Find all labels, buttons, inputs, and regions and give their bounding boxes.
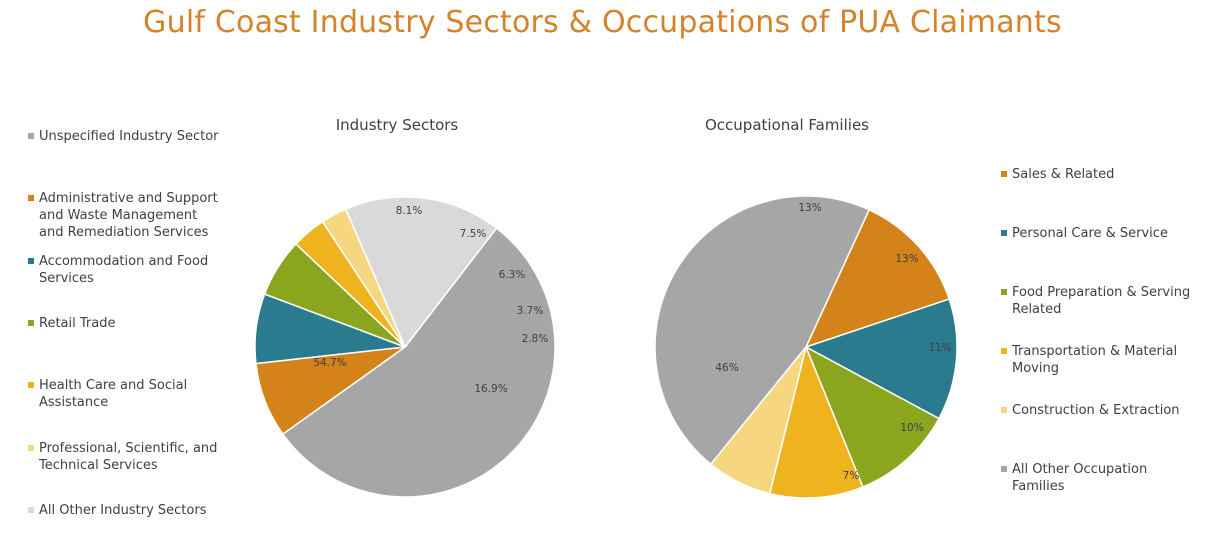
legend-item-retail: Retail Trade: [28, 315, 224, 332]
slice-data-label: 7.5%: [460, 228, 487, 240]
legend-item-professional: Professional, Scientific, and Technical …: [28, 440, 224, 474]
pie-slice: [804, 298, 958, 420]
slice-data-label: 8.1%: [396, 205, 423, 217]
legend-label: Personal Care & Service: [1012, 226, 1168, 241]
legend-swatch: [28, 507, 34, 513]
legend-label: Construction & Extraction: [1012, 403, 1180, 418]
legend-item-accommodation: Accommodation and Food Services: [28, 253, 224, 287]
legend-swatch: [28, 133, 34, 139]
legend-swatch: [28, 445, 34, 451]
legend-label: Transportation & Material Moving: [1012, 344, 1178, 376]
legend-item-construction: Construction & Extraction: [1001, 402, 1197, 419]
slice-data-label: 2.8%: [522, 333, 549, 345]
slice-data-label: 3.7%: [517, 305, 544, 317]
legend-swatch: [1001, 407, 1007, 413]
legend-swatch: [28, 258, 34, 264]
slice-data-label: 11%: [928, 342, 951, 354]
legend-label: Unspecified Industry Sector: [39, 129, 219, 144]
legend-item-all-other-occupations: All Other Occupation Families: [1001, 461, 1197, 495]
legend-swatch: [28, 195, 34, 201]
pie-slice: [804, 345, 940, 488]
legend-label: Professional, Scientific, and Technical …: [39, 441, 218, 473]
pie-slice: [768, 344, 864, 499]
legend-item-health-care: Health Care and Social Assistance: [28, 377, 224, 411]
legend-label: Sales & Related: [1012, 167, 1115, 182]
legend-swatch: [1001, 289, 1007, 295]
legend-swatch: [1001, 171, 1007, 177]
legend-label: Accommodation and Food Services: [39, 254, 209, 286]
legend-swatch: [28, 320, 34, 326]
legend-swatch: [1001, 230, 1007, 236]
legend-item-sales: Sales & Related: [1001, 166, 1197, 183]
legend-item-administrative: Administrative and Support and Waste Man…: [28, 190, 224, 241]
legend-label: All Other Industry Sectors: [39, 503, 207, 518]
legend-item-unspecified: Unspecified Industry Sector: [28, 128, 224, 145]
legend-swatch: [1001, 348, 1007, 354]
slice-data-label: 13%: [798, 202, 821, 214]
slice-data-label: 54.7%: [313, 357, 346, 369]
pie-slice: [344, 196, 498, 349]
industry-sectors-pie: 54.7% 8.1% 7.5% 6.3% 3.7% 2.8% 16.9%: [254, 196, 556, 498]
pie-slice: [281, 227, 556, 498]
legend-item-all-other: All Other Industry Sectors: [28, 502, 224, 519]
pie-slice: [804, 208, 951, 349]
legend-item-personal-care: Personal Care & Service: [1001, 225, 1197, 242]
legend-item-food-prep: Food Preparation & Serving Related: [1001, 284, 1197, 318]
legend-label: Retail Trade: [39, 316, 116, 331]
legend-item-transportation: Transportation & Material Moving: [1001, 343, 1197, 377]
pie-slice: [654, 195, 871, 466]
slice-data-label: 46%: [715, 362, 738, 374]
slice-data-label: 6.3%: [499, 269, 526, 281]
slice-data-label: 16.9%: [474, 383, 507, 395]
industry-chart-title: Industry Sectors: [335, 116, 459, 134]
slice-data-label: 7%: [843, 470, 860, 482]
legend-label: Administrative and Support and Waste Man…: [39, 191, 218, 240]
legend-swatch: [1001, 466, 1007, 472]
slice-data-label: 13%: [895, 253, 918, 265]
occupation-chart-title: Occupational Families: [705, 116, 869, 134]
legend-label: Health Care and Social Assistance: [39, 378, 188, 410]
legend-label: Food Preparation & Serving Related: [1012, 285, 1191, 317]
page-title: Gulf Coast Industry Sectors & Occupation…: [143, 5, 1062, 40]
legend-label: All Other Occupation Families: [1012, 462, 1148, 494]
legend-swatch: [28, 382, 34, 388]
slice-data-label: 10%: [900, 422, 923, 434]
occupational-families-pie: 13% 13% 11% 10% 7% 46%: [654, 195, 958, 499]
